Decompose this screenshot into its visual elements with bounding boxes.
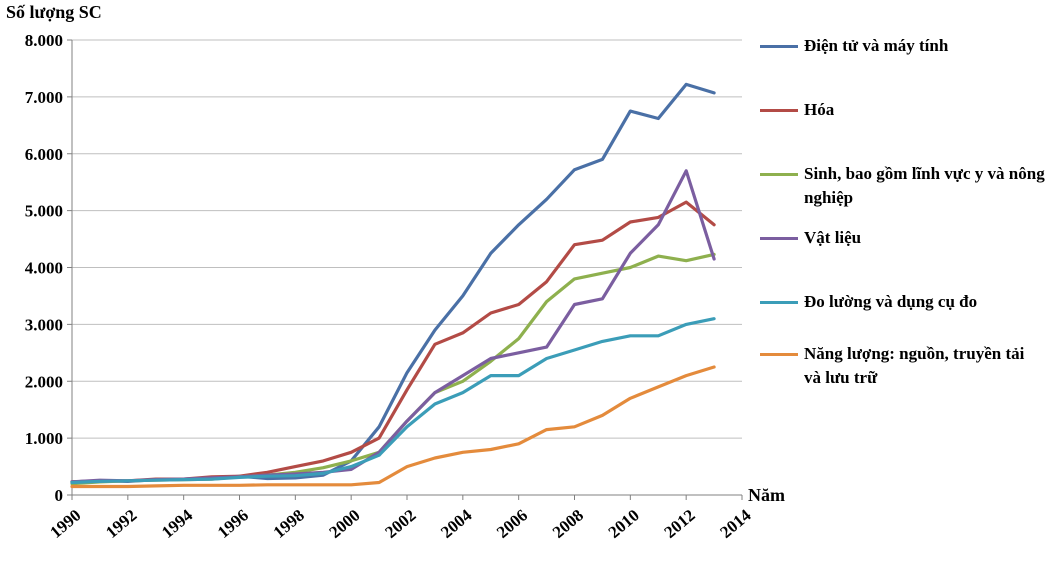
legend-item: Vật liệu — [760, 226, 1045, 250]
x-tick-label: 2004 — [437, 505, 476, 542]
x-tick-label: 1994 — [158, 505, 197, 542]
x-tick-label: 2000 — [325, 506, 363, 542]
legend-swatch — [760, 237, 798, 240]
series-line — [70, 317, 716, 485]
x-axis-label: Năm — [748, 485, 785, 505]
y-tick-label: 8.000 — [25, 31, 63, 50]
x-tick-label: 2002 — [381, 506, 419, 542]
y-tick-label: 0 — [55, 486, 64, 505]
y-tick-label: 1.000 — [25, 429, 63, 448]
legend-label: Vật liệu — [804, 228, 862, 247]
legend-item: Đo lường và dụng cụ đo — [760, 290, 1045, 314]
legend-label: Hóa — [804, 100, 835, 119]
y-tick-label: 3.000 — [25, 315, 63, 334]
y-tick-label: 4.000 — [25, 259, 63, 278]
legend-swatch — [760, 301, 798, 304]
x-tick-label: 2006 — [493, 506, 531, 542]
legend-swatch — [760, 173, 798, 176]
y-tick-label: 6.000 — [25, 145, 63, 164]
legend-item: Sinh, bao gồm lĩnh vực y và nông nghiệp — [760, 162, 1045, 210]
x-tick-label: 2010 — [605, 506, 643, 542]
x-tick-label: 2014 — [716, 505, 755, 542]
legend-label: Sinh, bao gồm lĩnh vực y và nông nghiệp — [804, 164, 1045, 207]
x-tick-label: 1992 — [102, 506, 140, 542]
series-lines — [70, 82, 716, 489]
gridlines — [72, 39, 742, 439]
x-tick-label: 2012 — [660, 506, 698, 542]
legend-swatch — [760, 109, 798, 112]
tick-labels: 0 1.000 2.000 3.000 4.000 5.000 6.000 7.000 8.00… — [25, 31, 755, 542]
x-tick-label: 1996 — [214, 506, 252, 542]
legend: Điện tử và máy tính Hóa Sinh, bao gồm lĩ… — [760, 34, 1045, 390]
axes — [67, 39, 743, 500]
legend-swatch — [760, 353, 798, 356]
series-line — [70, 365, 716, 489]
legend-label: Đo lường và dụng cụ đo — [804, 292, 978, 311]
legend-item: Điện tử và máy tính — [760, 34, 1045, 58]
y-tick-label: 5.000 — [25, 202, 63, 221]
series-line — [70, 169, 716, 484]
y-tick-label: 2.000 — [25, 372, 63, 391]
legend-item: Hóa — [760, 98, 1045, 122]
series-line — [70, 82, 716, 484]
legend-label: Điện tử và máy tính — [804, 36, 949, 55]
y-tick-label: 7.000 — [25, 88, 63, 107]
x-tick-label: 1990 — [46, 506, 84, 542]
series-line — [70, 252, 716, 486]
x-tick-label: 1998 — [270, 506, 308, 542]
legend-label: Năng lượng: nguồn, truyền tải và lưu trữ — [804, 344, 1025, 387]
y-axis-label: Số lượng SC — [6, 2, 102, 22]
x-tick-label: 2008 — [549, 506, 587, 542]
legend-item: Năng lượng: nguồn, truyền tải và lưu trữ — [760, 342, 1045, 390]
legend-swatch — [760, 45, 798, 48]
